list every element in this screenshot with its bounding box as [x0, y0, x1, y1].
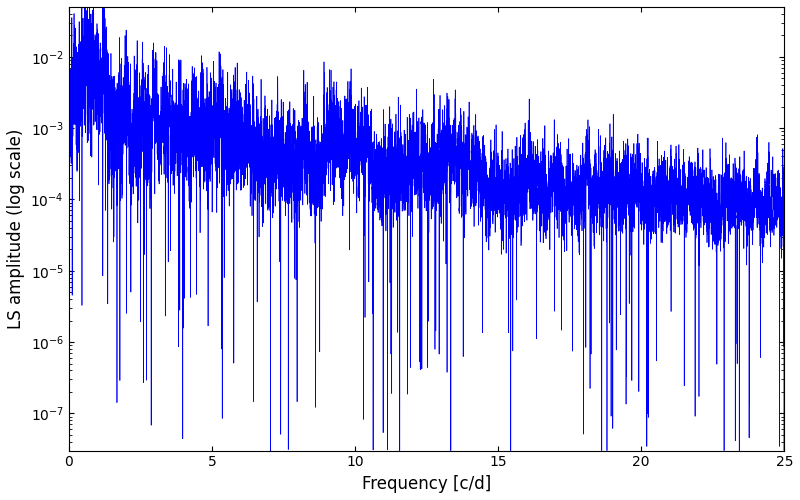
Y-axis label: LS amplitude (log scale): LS amplitude (log scale) — [7, 128, 25, 329]
X-axis label: Frequency [c/d]: Frequency [c/d] — [362, 475, 491, 493]
